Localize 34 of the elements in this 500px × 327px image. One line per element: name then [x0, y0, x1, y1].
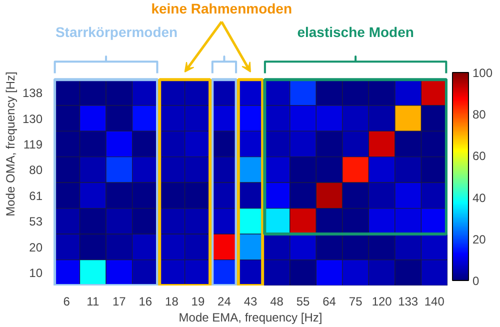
color-bar-label: 60	[472, 149, 486, 164]
y-axis-title: Mode OMA, frequency [Hz]	[3, 72, 18, 216]
y-tick-label: 20	[29, 240, 43, 254]
x-tick-label: 55	[296, 294, 310, 308]
x-tick-label: 43	[244, 294, 258, 308]
color-bar-label: 40	[472, 190, 486, 205]
color-bar-label: 0	[472, 274, 480, 288]
text: Starrkörpermoden	[55, 24, 178, 40]
x-tick-label: 11	[86, 294, 100, 308]
x-tick-label: 18	[165, 294, 179, 308]
x-tick-label: 19	[191, 294, 205, 308]
x-tick-label: 140	[424, 294, 445, 308]
y-tick-label: 53	[29, 214, 43, 229]
x-tick-label: 48	[270, 294, 284, 308]
y-tick-label: 61	[29, 188, 43, 203]
x-tick-label: 16	[138, 294, 152, 308]
x-tick-label: 133	[398, 294, 418, 308]
y-tick-label: 119	[23, 138, 43, 152]
color-bar-label: 100	[472, 66, 493, 80]
x-axis-title: Mode EMA, frequency [Hz]	[178, 310, 322, 324]
y-tick-label: 138	[22, 86, 43, 100]
x-tick-label: 24	[218, 294, 232, 308]
x-tick-label: 17	[112, 294, 126, 308]
y-tick-label: 10	[29, 266, 43, 280]
color-bar-label: 20	[472, 232, 486, 246]
text: elastische Moden	[297, 24, 414, 40]
color-bar-label: 80	[472, 108, 486, 122]
y-tick-label: 130	[22, 112, 43, 126]
text: keine Rahmenmoden	[151, 0, 292, 17]
x-tick-label: 75	[348, 294, 363, 308]
x-tick-label: 120	[372, 294, 392, 308]
x-tick-label: 64	[322, 294, 336, 308]
x-tick-label: 6	[63, 294, 70, 308]
y-tick-label: 80	[29, 163, 43, 178]
